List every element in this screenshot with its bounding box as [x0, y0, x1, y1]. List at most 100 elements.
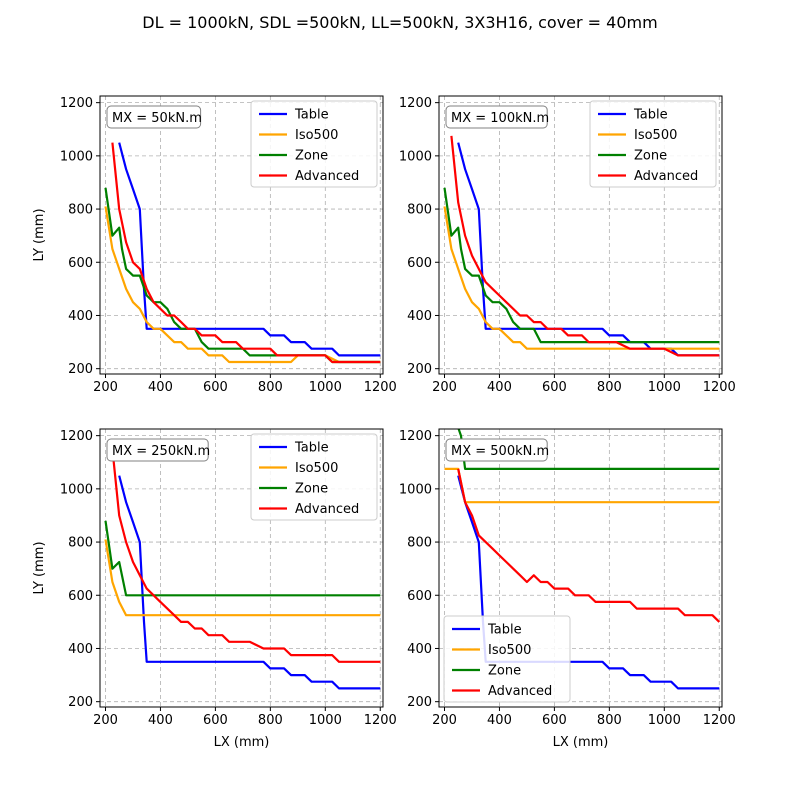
annotation-box: MX = 500kN.m: [445, 438, 549, 462]
x-tick-label: 1000: [648, 380, 681, 395]
x-tick-label: 1000: [648, 713, 681, 728]
legend-label-zone: Zone: [634, 149, 667, 164]
x-tick-label: 400: [148, 380, 173, 395]
x-axis-label: LX (mm): [553, 735, 609, 750]
axes-frame: [99, 428, 384, 708]
y-tick-label: 1200: [60, 96, 93, 111]
x-tick-label: 1000: [309, 713, 342, 728]
x-tick-label: 600: [203, 380, 228, 395]
series-line-table: [457, 142, 720, 357]
series-line-advanced: [457, 468, 721, 623]
y-tick-label: 200: [407, 362, 432, 377]
legend-label-table: Table: [294, 441, 329, 456]
x-axis-label: LX (mm): [214, 735, 270, 750]
x-tick-label: 1200: [703, 380, 736, 395]
series-line-table: [118, 142, 381, 357]
x-tick-label: 400: [487, 713, 512, 728]
y-tick-label: 1200: [60, 429, 93, 444]
annotation-text: MX = 250kN.m: [112, 444, 210, 459]
x-tick-label: 1200: [703, 713, 736, 728]
subplot-3: 200 400 600 800 1000 1200 200 400 600 800 1000 1200…: [32, 428, 397, 750]
y-tick-label: 1000: [399, 149, 432, 164]
series-line-advanced: [450, 135, 720, 357]
annotation-frame: [445, 105, 548, 129]
legend-frame: [250, 100, 378, 188]
y-tick-label: 1200: [399, 96, 432, 111]
legend: Table Iso500 Zone Advanced: [443, 615, 571, 703]
annotation-frame: [445, 438, 548, 462]
x-tick-label: 200: [93, 713, 118, 728]
legend-label-iso500: Iso500: [488, 643, 531, 658]
y-tick-label: 200: [407, 695, 432, 710]
y-tick-label: 800: [68, 203, 93, 218]
legend-label-zone: Zone: [488, 664, 521, 679]
axes-frame: [438, 428, 723, 708]
x-tick-label: 800: [597, 380, 622, 395]
axes-frame: [438, 95, 723, 375]
series-group: [443, 135, 720, 357]
annotation-text: MX = 100kN.m: [451, 111, 549, 126]
legend-frame: [250, 433, 378, 521]
y-tick-label: 600: [407, 256, 432, 271]
y-tick-label: 800: [68, 536, 93, 551]
series-line-advanced: [111, 142, 381, 364]
y-tick-label: 200: [68, 362, 93, 377]
legend-label-advanced: Advanced: [295, 502, 359, 517]
x-tick-label: 800: [258, 380, 283, 395]
x-tick-label: 1000: [309, 380, 342, 395]
series-group: [104, 142, 381, 364]
annotation-box: MX = 250kN.m: [106, 438, 210, 462]
x-tick-label: 800: [258, 713, 283, 728]
annotation-frame: [106, 105, 202, 129]
legend-label-table: Table: [294, 108, 329, 123]
legend-label-zone: Zone: [295, 482, 328, 497]
annotation-text: MX = 500kN.m: [451, 444, 549, 459]
y-tick-label: 600: [407, 589, 432, 604]
series-line-zone: [104, 520, 381, 597]
x-tick-label: 600: [542, 713, 567, 728]
y-tick-label: 1000: [60, 149, 93, 164]
x-tick-label: 400: [487, 380, 512, 395]
legend: Table Iso500 Zone Advanced: [250, 100, 378, 188]
legend-label-advanced: Advanced: [295, 169, 359, 184]
y-tick-label: 400: [68, 309, 93, 324]
x-tick-label: 1200: [364, 380, 397, 395]
axes-frame: [99, 95, 384, 375]
legend-label-advanced: Advanced: [488, 684, 552, 699]
x-tick-label: 200: [432, 380, 457, 395]
y-tick-label: 600: [68, 256, 93, 271]
y-tick-label: 600: [68, 589, 93, 604]
legend: Table Iso500 Zone Advanced: [250, 433, 378, 521]
x-tick-label: 800: [597, 713, 622, 728]
y-axis-label: LY (mm): [32, 541, 47, 594]
x-tick-label: 200: [93, 380, 118, 395]
annotation-box: MX = 50kN.m: [106, 105, 202, 129]
legend-label-iso500: Iso500: [634, 128, 677, 143]
subplot-1: 200 400 600 800 1000 1200 200 400 600 800 1000 1200…: [32, 95, 397, 395]
subplot-2: 200 400 600 800 1000 1200 200 400 600 800 1000 1200…: [399, 95, 736, 395]
legend-label-advanced: Advanced: [634, 169, 698, 184]
series-line-zone: [443, 187, 720, 344]
y-axis-label: LY (mm): [32, 208, 47, 261]
legend-label-zone: Zone: [295, 149, 328, 164]
y-tick-label: 1000: [399, 482, 432, 497]
y-tick-label: 400: [407, 642, 432, 657]
y-tick-label: 800: [407, 536, 432, 551]
legend-label-iso500: Iso500: [295, 128, 338, 143]
legend-frame: [443, 615, 571, 703]
legend: Table Iso500 Zone Advanced: [589, 100, 717, 188]
legend-label-table: Table: [487, 623, 522, 638]
subplot-grid: 200 400 600 800 1000 1200 200 400 600 800 1000 1200…: [32, 95, 736, 750]
subplot-4: 200 400 600 800 1000 1200 200 400 600 800 1000 1200…: [399, 428, 736, 750]
figure-suptitle: DL = 1000kN, SDL =500kN, LL=500kN, 3X3H1…: [142, 13, 657, 32]
legend-frame: [589, 100, 717, 188]
annotation-frame: [106, 438, 209, 462]
x-tick-label: 400: [148, 713, 173, 728]
x-tick-label: 600: [542, 380, 567, 395]
x-tick-label: 1200: [364, 713, 397, 728]
y-tick-label: 1200: [399, 429, 432, 444]
legend-label-table: Table: [633, 108, 668, 123]
y-tick-label: 800: [407, 203, 432, 218]
series-group: [104, 448, 381, 690]
